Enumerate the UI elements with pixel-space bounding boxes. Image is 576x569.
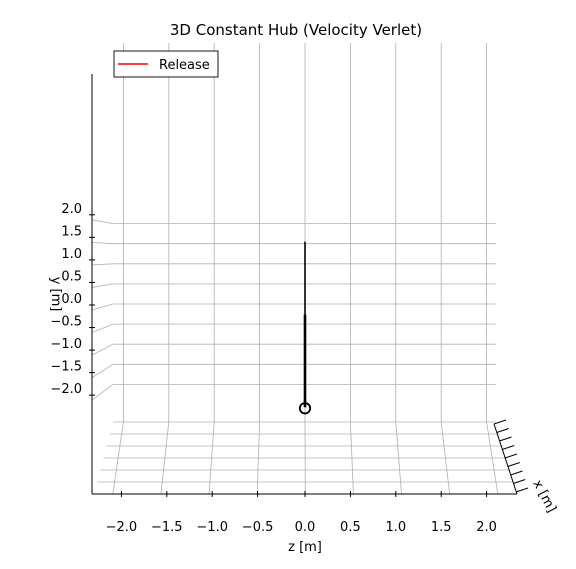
side-grid-line-1 [91, 363, 114, 378]
x-tick-label-0: −2.0 [106, 520, 138, 535]
side-grid-line-4 [91, 303, 114, 311]
y-tick-label-0: −2.0 [50, 382, 82, 397]
x-tick-label-2: −1.0 [196, 520, 228, 535]
x-tick-label-3: −0.5 [242, 520, 274, 535]
legend-label-release: Release [159, 58, 210, 73]
depth-tick-mark-4 [504, 453, 518, 459]
x-tick-label-8: 2.0 [476, 520, 497, 535]
side-grid-line-0 [91, 384, 114, 401]
y-tick-label-1: −1.5 [50, 360, 82, 375]
depth-axis-label: x [m] [529, 478, 559, 516]
y-axis-ticks: −2.0 −1.5 −1.0 −0.5 0.0 0.5 1.0 1.5 2.0 [50, 202, 95, 397]
y-axis-label: y [m] [48, 277, 63, 312]
depth-tick-mark-6 [510, 470, 523, 476]
y-tick-label-6: 1.0 [61, 247, 82, 262]
side-grid-line-8 [91, 219, 114, 224]
side-grid-line-6 [91, 263, 114, 266]
data-marks [298, 241, 312, 415]
x-tick-label-1: −1.5 [151, 520, 183, 535]
x-tick-label-5: 0.5 [340, 520, 361, 535]
hub-marker [298, 402, 312, 415]
depth-axis-line [493, 423, 518, 495]
depth-tick-mark-7 [513, 479, 526, 484]
y-tick-label-4: 0.0 [61, 292, 82, 307]
side-grid-line-5 [91, 283, 114, 288]
y-tick-label-7: 1.5 [61, 224, 82, 239]
x-tick-label-7: 1.5 [431, 520, 452, 535]
x-axis-ticks: −2.0 −1.5 −1.0 −0.5 0.0 0.5 1.0 1.5 2.0 [106, 491, 497, 535]
depth-tick-mark-8 [515, 487, 529, 493]
legend: Release [113, 50, 219, 78]
x-axis-label: z [m] [288, 540, 322, 555]
depth-axis-ticks [493, 419, 529, 493]
x-tick-label-4: 0.0 [295, 520, 316, 535]
depth-tick-mark-3 [502, 445, 515, 450]
side-grid-line-7 [91, 241, 114, 245]
y-tick-label-8: 2.0 [61, 202, 82, 217]
depth-tick-mark-2 [499, 436, 512, 442]
y-tick-label-3: −0.5 [50, 315, 82, 330]
chart-title: 3D Constant Hub (Velocity Verlet) [170, 21, 422, 39]
x-tick-label-6: 1.0 [385, 520, 406, 535]
side-grid-line-3 [91, 323, 114, 333]
side-grid-line-2 [91, 343, 114, 356]
depth-tick-mark-0 [493, 419, 507, 425]
y-tick-label-5: 0.5 [61, 269, 82, 284]
depth-tick-mark-5 [507, 462, 520, 467]
depth-tick-mark-1 [496, 428, 509, 433]
y-tick-label-2: −1.0 [50, 337, 82, 352]
